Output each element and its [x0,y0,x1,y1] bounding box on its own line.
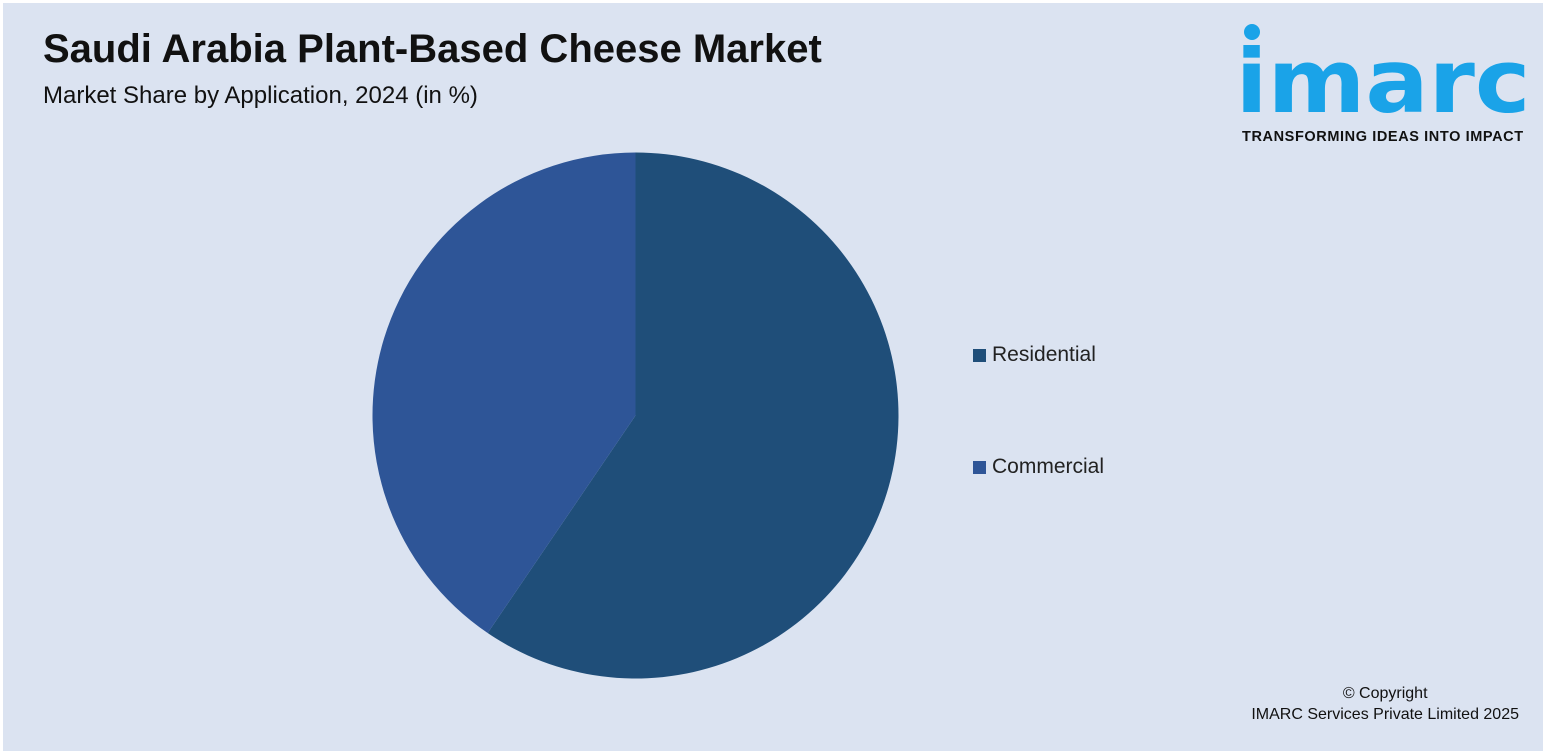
legend-swatch-residential [973,348,986,362]
imarc-logo: imarc [1233,17,1538,152]
legend-item-residential: Residential [973,343,1096,367]
legend-item-commercial: Commercial [973,455,1104,479]
copyright-line-1: © Copyright [1342,685,1428,702]
pie-chart [372,152,899,679]
copyright-notice: © Copyright IMARC Services Private Limit… [1251,683,1519,725]
legend-label-residential: Residential [992,343,1096,366]
imarc-logo-wordmark: imarc [1236,30,1531,127]
pie-slice-commercial [372,152,636,634]
logo-tagline: TRANSFORMING IDEAS INTO IMPACT [1242,129,1524,145]
imarc-wordmark: imarc [1236,24,1531,127]
legend-label-commercial: Commercial [992,455,1105,478]
pie-slice-residential [487,152,899,679]
chart-frame: Saudi Arabia Plant-Based Cheese Market M… [3,3,1543,751]
legend-swatch-commercial [973,460,986,474]
chart-subtitle: Market Share by Application, 2024 (in %) [43,82,478,109]
logo-dot [1244,24,1260,40]
chart-title: Saudi Arabia Plant-Based Cheese Market [43,27,822,71]
copyright-line-2: IMARC Services Private Limited 2025 [1251,706,1519,723]
